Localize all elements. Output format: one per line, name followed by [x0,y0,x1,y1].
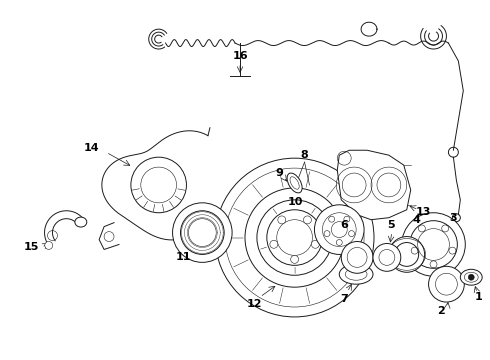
Circle shape [373,243,401,271]
Circle shape [312,240,319,248]
Text: 15: 15 [24,243,39,252]
Text: 8: 8 [301,150,308,160]
Ellipse shape [75,217,87,227]
Circle shape [180,211,224,255]
Circle shape [348,231,354,237]
Text: 5: 5 [387,220,394,230]
Polygon shape [337,150,411,220]
Circle shape [429,266,465,302]
Circle shape [267,210,322,265]
Circle shape [278,216,286,224]
Circle shape [329,216,335,222]
Circle shape [344,216,350,222]
Text: 7: 7 [341,294,348,304]
Ellipse shape [339,264,373,284]
Text: 16: 16 [232,51,248,61]
Text: 11: 11 [176,252,191,262]
Circle shape [402,213,465,276]
Circle shape [215,158,374,317]
Text: 4: 4 [413,215,420,225]
Circle shape [315,205,364,255]
Circle shape [468,274,474,280]
Circle shape [291,255,298,264]
Text: 9: 9 [276,168,284,178]
Text: 13: 13 [416,207,431,217]
Circle shape [336,239,342,246]
Text: 2: 2 [438,306,445,316]
Circle shape [45,242,53,249]
Circle shape [172,203,232,262]
Circle shape [324,231,330,237]
Text: 1: 1 [474,292,482,302]
Circle shape [257,200,332,275]
Text: 12: 12 [247,299,263,309]
Ellipse shape [287,173,302,193]
Text: 6: 6 [340,220,348,230]
Circle shape [245,188,344,287]
Circle shape [341,242,373,273]
Text: 10: 10 [288,197,303,207]
Circle shape [270,240,278,248]
Circle shape [389,237,425,272]
Circle shape [303,216,312,224]
Ellipse shape [460,269,482,285]
Text: 3: 3 [449,213,457,223]
Text: 14: 14 [83,143,99,153]
